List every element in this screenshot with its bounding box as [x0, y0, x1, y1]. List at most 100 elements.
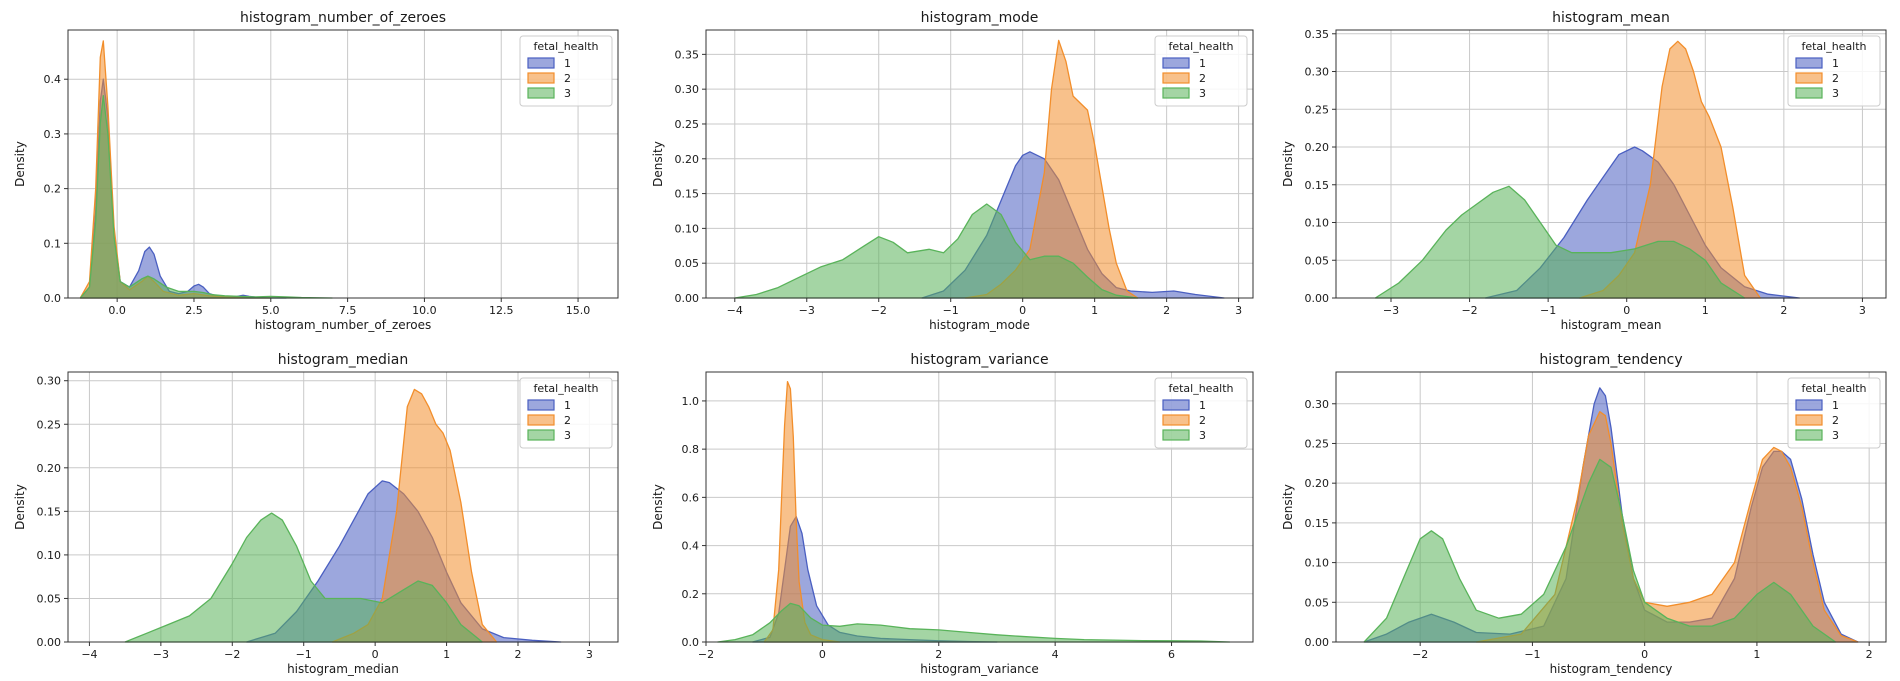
x-tick-label: 0: [1623, 304, 1630, 317]
x-axis-label: histogram_number_of_zeroes: [255, 318, 432, 332]
x-tick-label: −2: [1412, 648, 1428, 661]
legend: fetal_health 1 2 3: [1787, 35, 1881, 107]
y-axis-label: Density: [651, 141, 665, 187]
y-tick-label: 0.6: [682, 491, 700, 504]
x-axis-label: histogram_variance: [920, 662, 1039, 676]
x-tick-label: −1: [943, 304, 959, 317]
y-axis-label: Density: [1281, 141, 1295, 187]
y-tick-label: 0.20: [37, 462, 62, 475]
legend-label-3: 3: [1832, 429, 1839, 442]
x-tick-label: 2: [1780, 304, 1787, 317]
legend-swatch-3: [527, 87, 555, 99]
y-tick-label: 0.30: [1305, 398, 1330, 411]
x-axis-label: histogram_tendency: [1550, 662, 1673, 676]
y-tick-label: 0.35: [675, 48, 700, 61]
y-tick-label: 0.00: [1305, 292, 1330, 305]
density-area-series-2: [763, 380, 841, 643]
chart-title: histogram_number_of_zeroes: [240, 10, 446, 26]
x-tick-label: 15.0: [566, 304, 591, 317]
y-tick-label: 0.10: [37, 549, 62, 562]
chart-title: histogram_tendency: [1539, 352, 1682, 368]
legend: fetal_health 1 2 3: [519, 35, 613, 107]
x-tick-label: −2: [1461, 304, 1477, 317]
legend-swatch-2: [1162, 72, 1190, 84]
y-tick-label: 0.1: [44, 237, 62, 250]
chart-panel-4: −4 −3 −2 −1 0 1 2 3 0.00 0.05 0.10 0.15 0.20 0.25 0.30…: [13, 352, 619, 676]
legend-label-1: 1: [1199, 57, 1206, 70]
y-tick-label: 0.05: [675, 257, 700, 270]
y-tick-label: 0.00: [1305, 636, 1330, 649]
y-tick-label: 0.20: [1305, 477, 1330, 490]
legend-label-3: 3: [564, 429, 571, 442]
chart-panel-6: −2 −1 0 1 2 0.00 0.05 0.10 0.15 0.20 0.25 0.30 histo…: [1281, 352, 1887, 676]
y-tick-label: 0.05: [37, 592, 62, 605]
chart-panel-1: 0.0 2.5 5.0 7.5 10.0 12.5 15.0 0.0 0.1 0.2 0.3 0.4 h…: [13, 10, 619, 332]
y-tick-label: 0.10: [675, 222, 700, 235]
legend-label-1: 1: [564, 399, 571, 412]
x-tick-label: 2.5: [185, 304, 203, 317]
y-tick-label: 0.05: [1305, 254, 1330, 267]
x-tick-label: 1: [1091, 304, 1098, 317]
x-tick-label: 2: [1866, 648, 1873, 661]
legend-title: fetal_health: [533, 382, 598, 395]
y-axis-label: Density: [13, 484, 27, 530]
x-tick-label: 1: [443, 648, 450, 661]
legend-swatch-1: [527, 57, 555, 69]
x-tick-label: 0: [1641, 648, 1648, 661]
legend-swatch-3: [527, 429, 555, 441]
chart-panel-3: −3 −2 −1 0 1 2 3 0.00 0.05 0.10 0.15 0.20 0.25 0.30 0.…: [1281, 10, 1887, 332]
y-tick-label: 0.25: [675, 118, 700, 131]
y-tick-label: 0.10: [1305, 557, 1330, 570]
y-tick-label: 0.25: [1305, 437, 1330, 450]
legend: fetal_health 1 2 3: [1787, 377, 1881, 449]
legend-title: fetal_health: [533, 40, 598, 53]
x-tick-label: 3: [586, 648, 593, 661]
y-axis-label: Density: [1281, 484, 1295, 530]
x-tick-label: 1: [1753, 648, 1760, 661]
y-axis-label: Density: [651, 484, 665, 530]
density-area-series-3: [716, 602, 1231, 643]
x-tick-label: −2: [871, 304, 887, 317]
plot-frame: [1335, 29, 1887, 299]
legend-swatch-3: [1795, 429, 1823, 441]
x-tick-label: 7.5: [339, 304, 357, 317]
x-tick-label: −4: [81, 648, 97, 661]
x-tick-label: −1: [1540, 304, 1556, 317]
y-tick-label: 0.05: [1305, 596, 1330, 609]
legend-label-1: 1: [564, 57, 571, 70]
legend-swatch-2: [1795, 72, 1823, 84]
x-tick-label: −3: [1383, 304, 1399, 317]
legend-swatch-2: [1795, 414, 1823, 426]
x-tick-label: 3: [1235, 304, 1242, 317]
chart-title: histogram_median: [278, 352, 408, 368]
legend-label-1: 1: [1199, 399, 1206, 412]
legend-label-2: 2: [1199, 414, 1206, 427]
y-tick-label: 0.15: [37, 505, 62, 518]
x-tick-label: 5.0: [262, 304, 280, 317]
legend-swatch-1: [1162, 57, 1190, 69]
legend-swatch-3: [1795, 87, 1823, 99]
chart-title: histogram_variance: [910, 352, 1048, 368]
y-tick-label: 0.2: [682, 588, 700, 601]
x-tick-label: 0.0: [108, 304, 126, 317]
legend-swatch-1: [1162, 399, 1190, 411]
density-area-series-3: [734, 203, 1139, 299]
legend-title: fetal_health: [1801, 382, 1866, 395]
x-tick-label: 2: [1163, 304, 1170, 317]
plot-frame: [705, 371, 1254, 643]
x-tick-label: −2: [698, 648, 714, 661]
x-tick-label: 2: [515, 648, 522, 661]
x-tick-label: −1: [296, 648, 312, 661]
y-tick-label: 1.0: [682, 395, 700, 408]
y-tick-label: 0.25: [1305, 103, 1330, 116]
legend-label-3: 3: [564, 87, 571, 100]
x-tick-label: −1: [1524, 648, 1540, 661]
legend-label-3: 3: [1199, 87, 1206, 100]
legend: fetal_health 1 2 3: [1154, 377, 1248, 449]
x-tick-label: 10.0: [412, 304, 437, 317]
density-area-series-3: [79, 94, 333, 299]
y-tick-label: 0.4: [44, 73, 62, 86]
y-tick-label: 0.8: [682, 443, 700, 456]
chart-panel-5: −2 0 2 4 6 0.0 0.2 0.4 0.6 0.8 1.0 histogram_varian…: [651, 352, 1254, 676]
